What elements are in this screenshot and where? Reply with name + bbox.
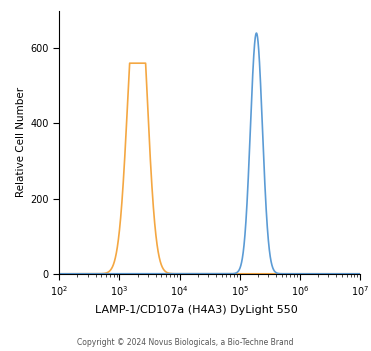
Text: Copyright © 2024 Novus Biologicals, a Bio-Techne Brand: Copyright © 2024 Novus Biologicals, a Bi… bbox=[77, 338, 294, 347]
Text: LAMP-1/CD107a (H4A3) DyLight 550: LAMP-1/CD107a (H4A3) DyLight 550 bbox=[95, 305, 298, 315]
Y-axis label: Relative Cell Number: Relative Cell Number bbox=[16, 87, 26, 197]
